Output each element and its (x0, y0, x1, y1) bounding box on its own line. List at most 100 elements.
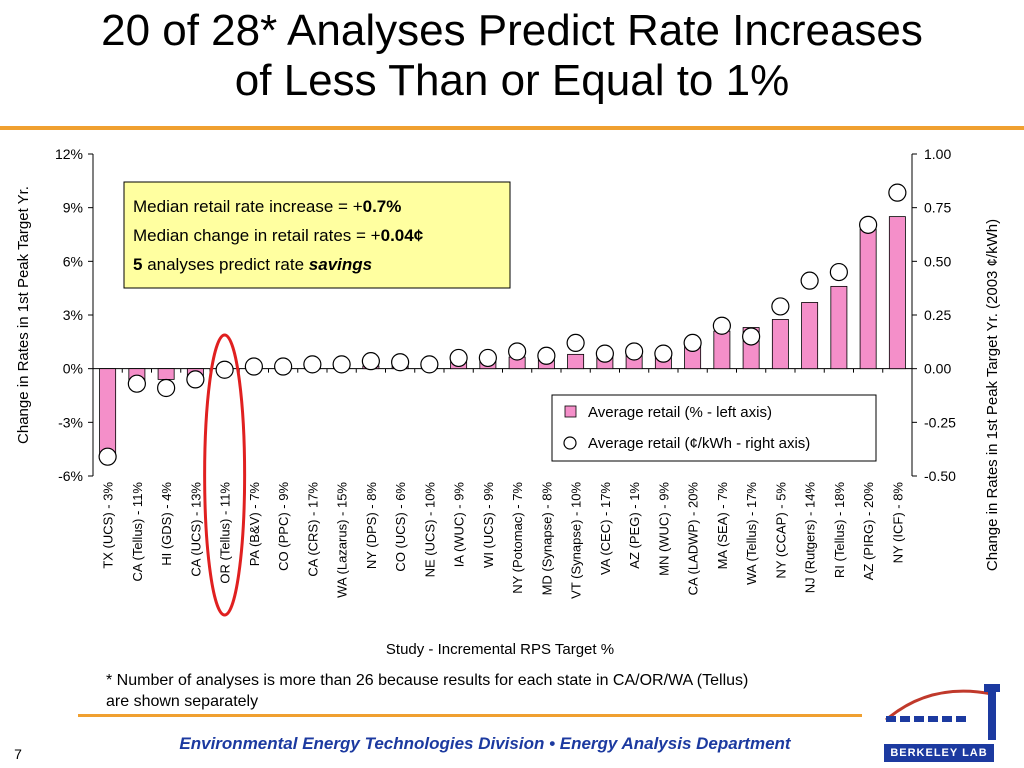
footer-divider (78, 714, 862, 717)
data-point (332, 355, 351, 374)
data-point (625, 342, 644, 361)
annotation-line-3: 5 analyses predict rate savings (133, 255, 372, 274)
category-label: VA (CEC) - 17% (598, 482, 613, 575)
data-point (771, 297, 790, 316)
title-divider (0, 126, 1024, 130)
annotation-line-2: Median change in retail rates = +0.04¢ (133, 226, 424, 245)
left-tick-label: -6% (58, 468, 83, 484)
legend-circle-swatch (563, 436, 577, 450)
logo-text: BERKELEY LAB (884, 744, 994, 762)
right-tick-label: 0.50 (924, 253, 951, 269)
title-line-1: 20 of 28* Analyses Predict Rate Increase… (101, 6, 923, 55)
category-label: IA (WUC) - 9% (452, 482, 467, 568)
category-label: CA (Tellus) - 11% (130, 482, 145, 582)
right-tick-label: -0.50 (924, 468, 956, 484)
category-label: VT (Synapse) - 10% (569, 482, 584, 599)
category-label: PA (B&V) - 7% (247, 482, 262, 567)
data-point (888, 183, 907, 202)
category-label: AZ (PIRG) - 20% (861, 482, 876, 581)
left-tick-label: 6% (63, 253, 83, 269)
category-label: CO (UCS) - 6% (393, 482, 408, 572)
legend-circle-label: Average retail (¢/kWh - right axis) (588, 435, 810, 452)
data-point (595, 344, 614, 363)
slide-number: 7 (0, 740, 36, 768)
data-point (127, 374, 146, 393)
category-label: NY (CCAP) - 5% (773, 482, 788, 579)
category-label: CO (PPC) - 9% (276, 482, 291, 571)
bar (830, 285, 848, 370)
data-point (420, 355, 439, 374)
category-label: WI (UCS) - 9% (481, 482, 496, 568)
data-point (508, 342, 527, 361)
right-tick-label: 0.75 (924, 200, 951, 216)
right-tick-label: -0.25 (924, 414, 956, 430)
right-axis-title: Change in Rates in 1st Peak Target Yr. (… (984, 219, 1001, 571)
data-point (800, 271, 819, 290)
annotation-box (123, 181, 511, 289)
category-label: MN (WUC) - 9% (656, 482, 671, 576)
category-label: MD (Synapse) - 8% (539, 482, 554, 596)
berkeley-lab-logo-icon (885, 684, 1000, 740)
data-point (537, 346, 556, 365)
right-tick-label: 0.25 (924, 307, 951, 323)
x-axis-title: Study - Incremental RPS Target % (386, 641, 614, 658)
data-point (742, 327, 761, 346)
legend-bar-swatch (564, 405, 577, 418)
left-tick-label: 12% (55, 146, 83, 162)
category-label: NY (ICF) - 8% (890, 482, 905, 564)
category-label: NY (Potomac) - 7% (510, 482, 525, 594)
data-point (244, 357, 263, 376)
bar (888, 216, 906, 370)
category-label: HI (GDS) - 4% (159, 482, 174, 566)
right-tick-label: 0.00 (924, 361, 951, 377)
data-point (157, 378, 176, 398)
data-point (566, 333, 585, 353)
category-label: WA (Lazarus) - 15% (335, 482, 350, 598)
annotation-line-1: Median retail rate increase = +0.7% (133, 197, 401, 216)
data-point (274, 357, 293, 376)
data-point (361, 352, 380, 371)
data-point (391, 353, 410, 372)
category-label: AZ (PEG) - 1% (627, 482, 642, 569)
category-label: OR (Tellus) - 11% (218, 482, 233, 584)
data-point (98, 447, 117, 466)
category-label: NY (DPS) - 8% (364, 482, 379, 570)
highlight-ellipse (203, 333, 247, 617)
data-point (859, 215, 878, 234)
legend-box (551, 394, 877, 462)
data-point (829, 262, 848, 282)
bar (801, 302, 819, 370)
category-label: NJ (Rutgers) - 14% (803, 482, 818, 594)
bar (771, 319, 789, 370)
category-label: WA (Tellus) - 17% (744, 482, 759, 585)
category-label: CA (LADWP) - 20% (686, 482, 701, 596)
category-label: MA (SEA) - 7% (715, 482, 730, 570)
data-point (654, 344, 673, 363)
bar (567, 353, 585, 370)
data-point (186, 370, 205, 389)
rate-change-chart: 12% 9% 6% 3% 0% -3% -6% 1.00 0.75 0.50 0.25 0.00 -0.… (15, 146, 1001, 658)
data-point (683, 333, 702, 353)
slide-title: 20 of 28* Analyses Predict Rate Increase… (0, 6, 1024, 106)
left-tick-label: 9% (63, 200, 83, 216)
data-point (712, 316, 731, 335)
data-point (449, 348, 468, 368)
footnote: * Number of analyses is more than 26 bec… (106, 672, 749, 710)
category-label: CA (UCS) - 13% (188, 482, 203, 577)
bar (157, 368, 175, 380)
footer-text: Environmental Energy Technologies Divisi… (179, 734, 791, 753)
data-point (478, 348, 497, 368)
bar (859, 228, 877, 370)
bar (99, 368, 117, 457)
legend-bar-label: Average retail (% - left axis) (588, 404, 772, 421)
left-tick-label: 0% (63, 361, 83, 377)
data-point (303, 355, 322, 374)
data-point (215, 360, 234, 379)
title-line-2: of Less Than or Equal to 1% (234, 56, 790, 105)
left-tick-label: 3% (63, 307, 83, 323)
left-axis-title: Change in Rates in 1st Peak Target Yr. (15, 186, 32, 444)
category-label: TX (UCS) - 3% (101, 482, 116, 569)
left-tick-label: -3% (58, 414, 83, 430)
bar (713, 330, 731, 370)
right-tick-label: 1.00 (924, 146, 951, 162)
